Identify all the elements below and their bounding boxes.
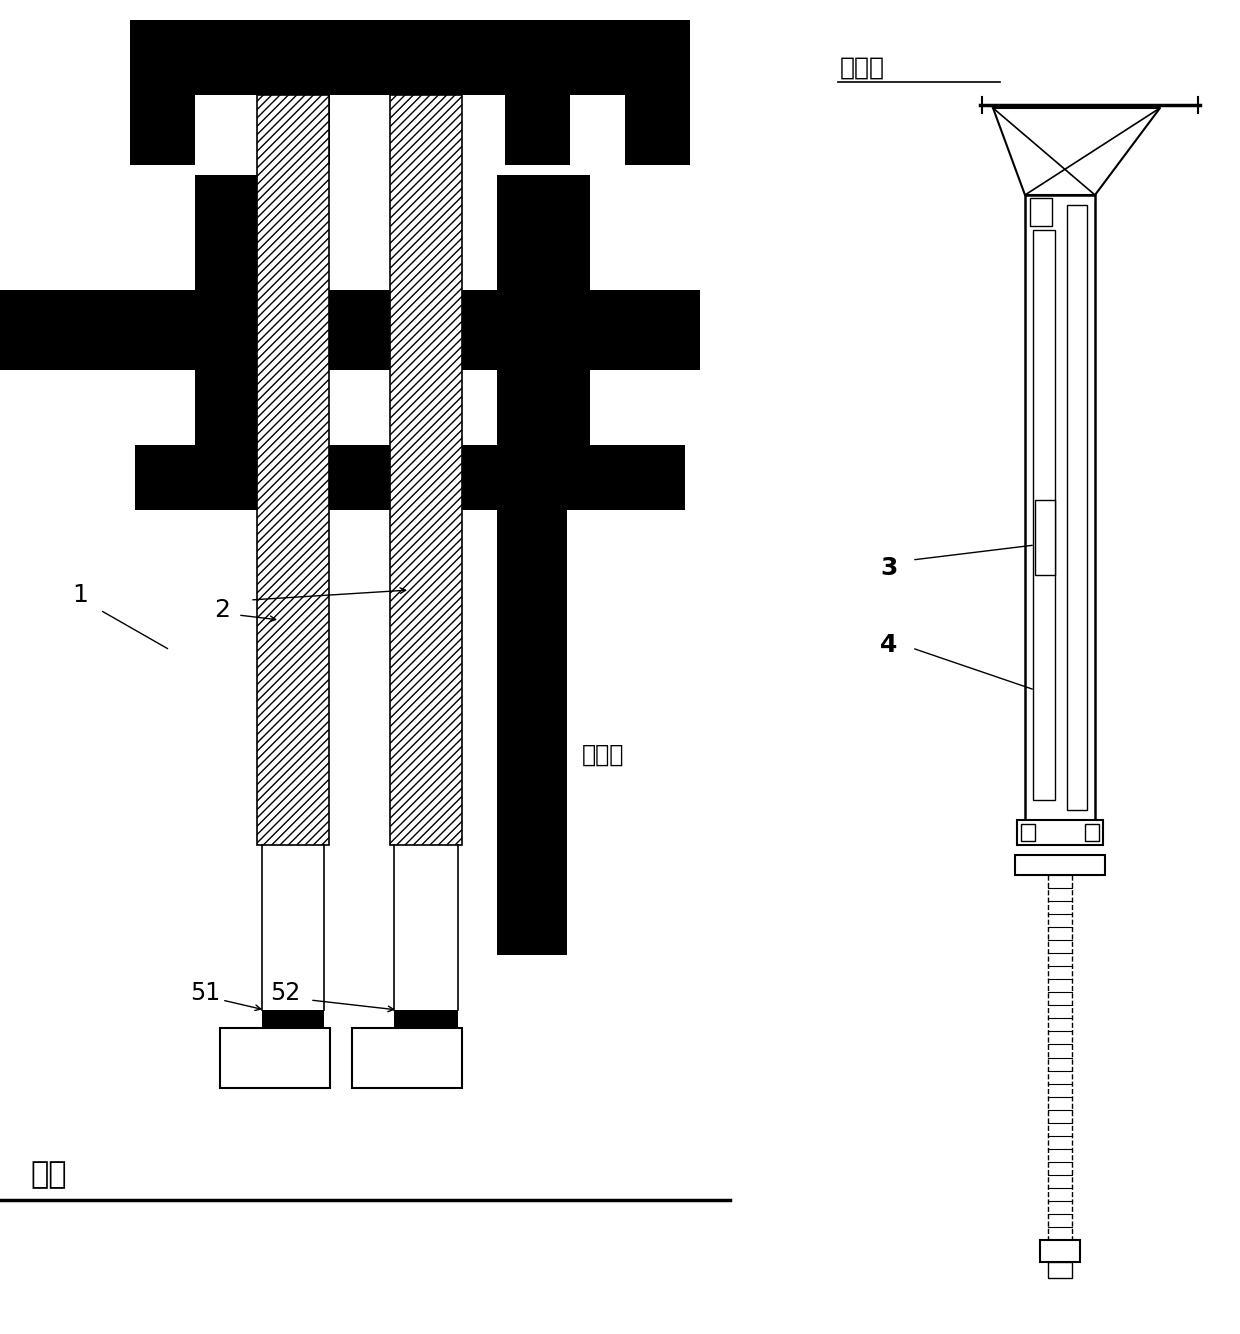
Bar — [265, 95, 330, 165]
Bar — [497, 175, 567, 955]
Bar — [500, 370, 590, 446]
Bar — [500, 175, 590, 289]
Bar — [135, 446, 684, 510]
Polygon shape — [993, 108, 1159, 195]
Bar — [391, 95, 463, 844]
Bar — [500, 370, 590, 446]
Text: 安装面: 安装面 — [839, 56, 885, 80]
Bar — [0, 289, 701, 370]
Bar — [135, 446, 257, 510]
Bar — [1030, 197, 1052, 225]
Bar — [219, 1029, 330, 1089]
Bar — [195, 175, 285, 289]
Bar — [460, 20, 689, 95]
Bar — [1017, 820, 1104, 844]
Bar — [347, 446, 502, 510]
Bar — [325, 20, 500, 95]
Bar — [130, 95, 195, 165]
Bar — [625, 95, 689, 165]
Bar — [0, 289, 215, 370]
Bar — [1035, 500, 1055, 575]
Bar — [1025, 195, 1095, 820]
Bar — [257, 95, 329, 844]
Bar — [1016, 855, 1105, 875]
Bar — [1066, 205, 1087, 810]
Text: 地面: 地面 — [30, 1161, 67, 1190]
Bar — [195, 370, 285, 446]
Bar — [195, 175, 285, 289]
Text: 51: 51 — [190, 980, 221, 1005]
Bar — [130, 20, 689, 95]
Bar — [480, 446, 684, 510]
Bar — [500, 175, 590, 289]
Bar — [352, 1029, 463, 1089]
Bar — [1048, 1262, 1073, 1278]
Bar — [195, 370, 285, 446]
Bar — [130, 20, 257, 95]
Text: 1: 1 — [72, 583, 88, 607]
Text: 4: 4 — [880, 634, 898, 658]
Bar — [394, 1010, 458, 1029]
Bar — [262, 1010, 324, 1029]
Text: 2: 2 — [215, 598, 229, 622]
Bar — [480, 289, 701, 370]
Bar — [1085, 824, 1099, 840]
Text: 3: 3 — [880, 556, 898, 580]
Bar — [1033, 229, 1055, 800]
Text: 52: 52 — [270, 980, 300, 1005]
Bar — [1040, 1241, 1080, 1262]
Text: 出料口: 出料口 — [582, 743, 625, 767]
Bar — [1021, 824, 1035, 840]
Bar — [505, 95, 570, 165]
Bar — [347, 289, 502, 370]
